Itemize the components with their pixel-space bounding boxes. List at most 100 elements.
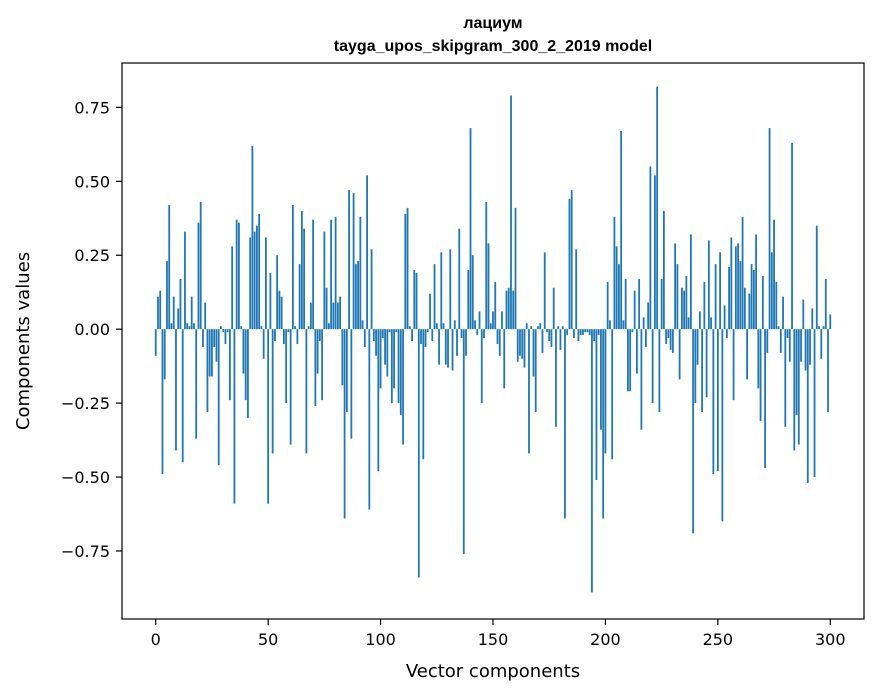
bar (528, 329, 530, 454)
bar (271, 329, 274, 454)
bar (175, 329, 177, 451)
bar (539, 323, 542, 330)
bar (734, 246, 737, 330)
bar (321, 329, 324, 401)
bar (534, 329, 537, 412)
bar (494, 281, 497, 330)
bar (804, 329, 807, 371)
bar (226, 329, 229, 333)
bar (541, 329, 544, 353)
bar (265, 237, 267, 330)
chart-title: лациум (463, 15, 522, 32)
bar (280, 296, 283, 330)
bar (694, 329, 697, 404)
x-tick-label: 250 (703, 630, 734, 649)
bar (503, 329, 506, 389)
bar (179, 278, 182, 330)
bar (312, 219, 315, 330)
bar (399, 329, 402, 415)
bar (249, 237, 252, 330)
bar (546, 329, 548, 333)
bar (341, 329, 344, 386)
bar (741, 216, 744, 330)
bar (433, 264, 436, 330)
bar (568, 199, 571, 330)
bar (442, 323, 445, 330)
bar (521, 329, 524, 359)
bar (366, 175, 368, 330)
y-tick-label: −0.50 (61, 468, 110, 487)
bar (721, 329, 724, 522)
bar (456, 329, 458, 356)
bar (163, 329, 166, 380)
bar (822, 326, 825, 330)
bar (159, 290, 162, 330)
bar (530, 326, 533, 330)
bar (723, 305, 726, 330)
bar (172, 296, 175, 330)
bar (627, 329, 629, 392)
bar (800, 329, 802, 362)
bar (827, 329, 829, 412)
bar (797, 329, 800, 445)
bar (154, 329, 157, 356)
bar (712, 329, 715, 475)
bar (361, 320, 364, 330)
bar (332, 302, 335, 330)
bar (458, 228, 461, 330)
bar (640, 329, 643, 430)
bar (402, 329, 404, 445)
bar (379, 329, 382, 389)
x-axis-ticks: 0 50 100 150 200 250 300 (151, 619, 846, 649)
bar (752, 270, 755, 330)
bar (483, 329, 485, 339)
bar (489, 323, 492, 330)
bar (496, 329, 499, 344)
bar (815, 225, 818, 330)
bar (415, 272, 418, 330)
bar (406, 207, 409, 330)
bar (251, 145, 254, 330)
bar (298, 264, 301, 330)
bar (325, 287, 328, 330)
bar (404, 213, 407, 330)
bar (213, 329, 216, 347)
bar (773, 219, 775, 330)
bar (345, 329, 348, 412)
bar (289, 329, 292, 445)
bar (658, 329, 661, 412)
bar (566, 329, 569, 336)
bar (184, 231, 186, 330)
bar (593, 329, 596, 341)
y-tick-label: −0.75 (61, 542, 110, 561)
bar (757, 329, 760, 389)
bar (548, 329, 551, 341)
bar (256, 225, 258, 330)
bar (615, 246, 618, 330)
bar (501, 311, 503, 330)
bar (725, 329, 728, 339)
bar (440, 252, 443, 330)
bar (577, 329, 580, 341)
bar (386, 329, 389, 377)
bar (732, 329, 735, 401)
bar (755, 234, 757, 330)
bar (559, 329, 562, 350)
bar (570, 190, 573, 330)
bar (714, 264, 717, 330)
bar (624, 278, 627, 330)
bar (339, 296, 341, 330)
bar (730, 237, 733, 330)
bar (573, 329, 575, 339)
bar (350, 329, 353, 439)
bar (368, 329, 371, 510)
bar (408, 326, 411, 330)
bar (561, 326, 564, 330)
bar (354, 264, 357, 330)
y-tick-label: 0.25 (74, 246, 110, 265)
bar (390, 329, 393, 404)
bar (395, 329, 398, 333)
bar (231, 246, 234, 330)
bar (550, 329, 553, 347)
bar (631, 329, 634, 333)
